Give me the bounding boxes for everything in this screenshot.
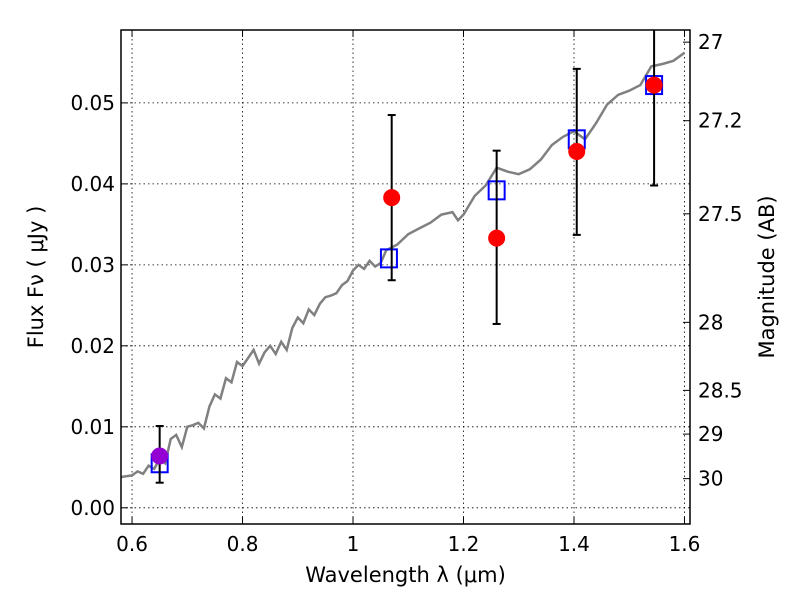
x-tick-label: 1.4 bbox=[558, 532, 590, 556]
right-axis-title: Magnitude (AB) bbox=[755, 195, 779, 358]
y-axis-title: Flux Fν ( μJy ) bbox=[24, 206, 48, 349]
right-tick-label: 28.5 bbox=[698, 378, 743, 402]
x-axis-title: Wavelength λ (μm) bbox=[305, 563, 506, 587]
observed-flux-point bbox=[488, 229, 506, 247]
right-tick-label: 27.5 bbox=[698, 202, 743, 226]
x-tick-label: 1.6 bbox=[669, 532, 701, 556]
x-tick-label: 0.8 bbox=[227, 532, 259, 556]
right-tick-label: 29 bbox=[698, 422, 723, 446]
grid-lines bbox=[121, 30, 690, 524]
y-tick-label: 0.04 bbox=[70, 172, 115, 196]
model-spectrum-line bbox=[120, 51, 686, 479]
right-tick-label: 30 bbox=[698, 467, 723, 491]
x-tick-label: 1 bbox=[347, 532, 360, 556]
y-tick-label: 0.03 bbox=[70, 253, 115, 277]
data-marks bbox=[150, 30, 664, 484]
right-tick-label: 27.2 bbox=[698, 109, 743, 133]
y-tick-label: 0.05 bbox=[70, 91, 115, 115]
y-tick-label: 0.01 bbox=[70, 415, 115, 439]
x-tick-label: 1.2 bbox=[448, 532, 480, 556]
x-tick-label: 0.6 bbox=[116, 532, 148, 556]
y-tick-label: 0.02 bbox=[70, 334, 115, 358]
observed-flux-point bbox=[151, 447, 169, 465]
axis-ticks: 0.6 0.8 1 1.2 1.4 1.6 0.00 0.01 0.02 0.03 0.04 0.05… bbox=[70, 30, 743, 556]
right-tick-label: 27 bbox=[698, 30, 723, 54]
y-tick-label: 0.00 bbox=[70, 496, 115, 520]
plot-frame bbox=[120, 29, 691, 525]
observed-flux-point bbox=[383, 189, 401, 207]
right-tick-label: 28 bbox=[698, 310, 723, 334]
model-band-square bbox=[379, 248, 398, 269]
observed-flux-point bbox=[568, 142, 586, 160]
observed-flux-point bbox=[645, 76, 663, 94]
